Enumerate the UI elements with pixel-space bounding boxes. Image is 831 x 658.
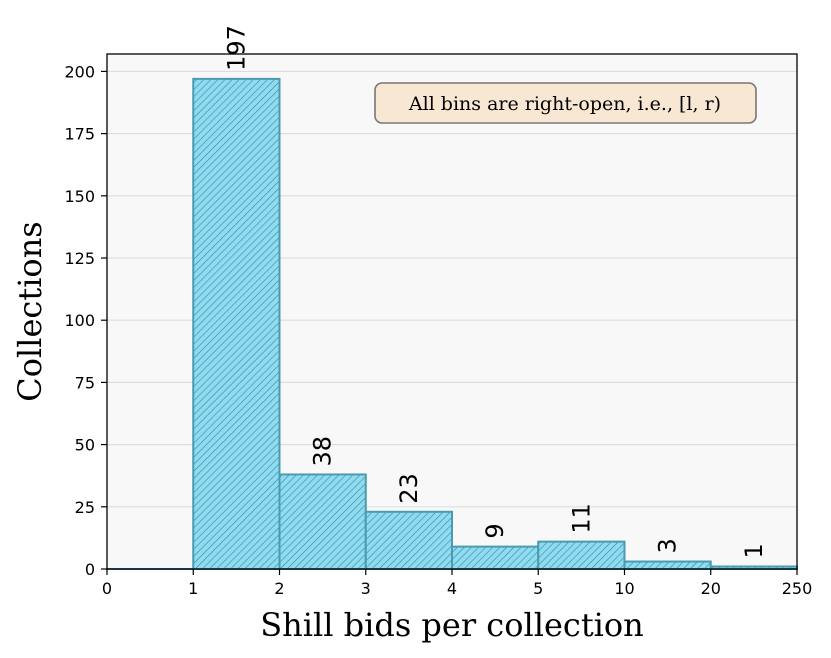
y-tick-label: 150	[64, 187, 95, 206]
x-axis-ticks: 0 1 2 3 4 5 10 20 250	[102, 569, 812, 598]
bar	[537, 540, 626, 571]
y-tick-label: 0	[85, 560, 95, 579]
y-tick-label: 50	[75, 436, 95, 455]
y-axis-title: Collections	[11, 221, 49, 401]
x-tick-label: 0	[102, 579, 112, 598]
x-tick-label: 20	[701, 579, 721, 598]
bar-value-label: 9	[481, 523, 509, 538]
bar-labels: 197 38 23 9 11 3 1	[222, 25, 768, 558]
annotation-frame	[374, 82, 757, 124]
bar-value-label: 38	[309, 436, 337, 467]
bar-value-label: 11	[567, 503, 595, 534]
x-tick-label: 10	[614, 579, 634, 598]
y-tick-label: 125	[64, 249, 95, 268]
bar-value-label: 197	[222, 25, 250, 71]
annotation-box: All bins are right-open, i.e., [l, r)	[374, 82, 757, 124]
y-tick-label: 175	[64, 125, 95, 144]
x-tick-label: 4	[447, 579, 457, 598]
bar-value-label: 3	[654, 538, 682, 553]
bar-value-label: 23	[395, 473, 423, 504]
bar	[451, 545, 540, 571]
bar	[278, 473, 367, 570]
y-tick-label: 25	[75, 498, 95, 517]
annotation-text: All bins are right-open, i.e., [l, r)	[408, 93, 721, 115]
bar	[192, 77, 281, 570]
y-tick-label: 75	[75, 373, 95, 392]
x-tick-label: 5	[533, 579, 543, 598]
x-tick-label: 250	[782, 579, 813, 598]
bar-value-label: 1	[740, 543, 768, 558]
y-tick-label: 200	[64, 62, 95, 81]
x-tick-label: 3	[361, 579, 371, 598]
x-tick-label: 2	[274, 579, 284, 598]
y-axis-ticks: 0 25 50 75 100 125 150 175 200	[64, 62, 107, 579]
bar	[364, 510, 453, 570]
bar	[623, 560, 712, 571]
x-axis-title: Shill bids per collection	[260, 606, 644, 644]
y-tick-label: 100	[64, 311, 95, 330]
x-tick-label: 1	[188, 579, 198, 598]
